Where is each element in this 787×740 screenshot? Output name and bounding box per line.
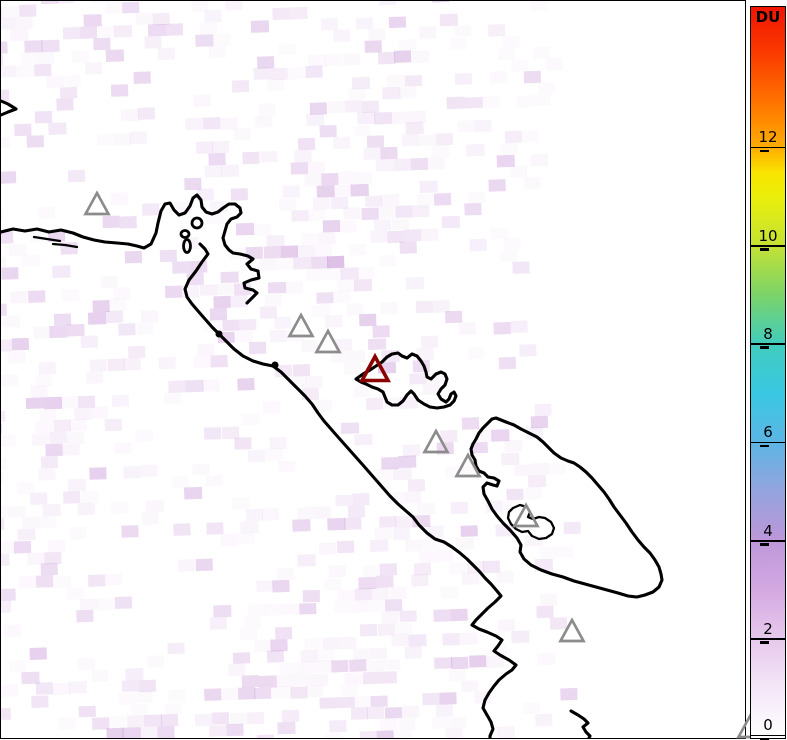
volcano-marker [290, 315, 313, 336]
colorbar-tick-label: 0 [751, 716, 785, 734]
colorbar-unit-label: DU [751, 8, 785, 26]
colorbar-tick-line [751, 442, 785, 444]
volcano-marker [561, 620, 584, 641]
colorbar-tick-line [751, 735, 785, 737]
volcano-marker [515, 505, 538, 526]
colorbar-minor-tick [760, 543, 769, 546]
colorbar-tick-line [751, 147, 785, 149]
volcano-marker [425, 431, 448, 452]
colorbar-tick-label: 10 [751, 227, 785, 245]
colorbar-tick-line [751, 540, 785, 542]
colorbar-tick-label: 2 [751, 620, 785, 638]
colorbar-tick-label: 8 [751, 325, 785, 343]
volcano-marker [317, 331, 340, 352]
colorbar-minor-tick [760, 346, 769, 349]
colorbar-tick-line [751, 638, 785, 640]
colorbar: DU 12 10 8 6 4 2 0 [750, 6, 786, 739]
colorbar-minor-tick [760, 641, 769, 644]
volcano-marker [457, 455, 480, 476]
colorbar-tick-line [751, 245, 785, 247]
colorbar-tick-label: 12 [751, 128, 785, 146]
colorbar-minor-tick [760, 248, 769, 251]
volcano-marker [86, 193, 109, 214]
colorbar-tick-label: 4 [751, 522, 785, 540]
colorbar-tick-label: 6 [751, 423, 785, 441]
colorbar-minor-tick [760, 445, 769, 448]
volcano-marker-highlighted [362, 357, 388, 381]
colorbar-minor-tick [760, 150, 769, 153]
colorbar-tick-line [751, 343, 785, 345]
